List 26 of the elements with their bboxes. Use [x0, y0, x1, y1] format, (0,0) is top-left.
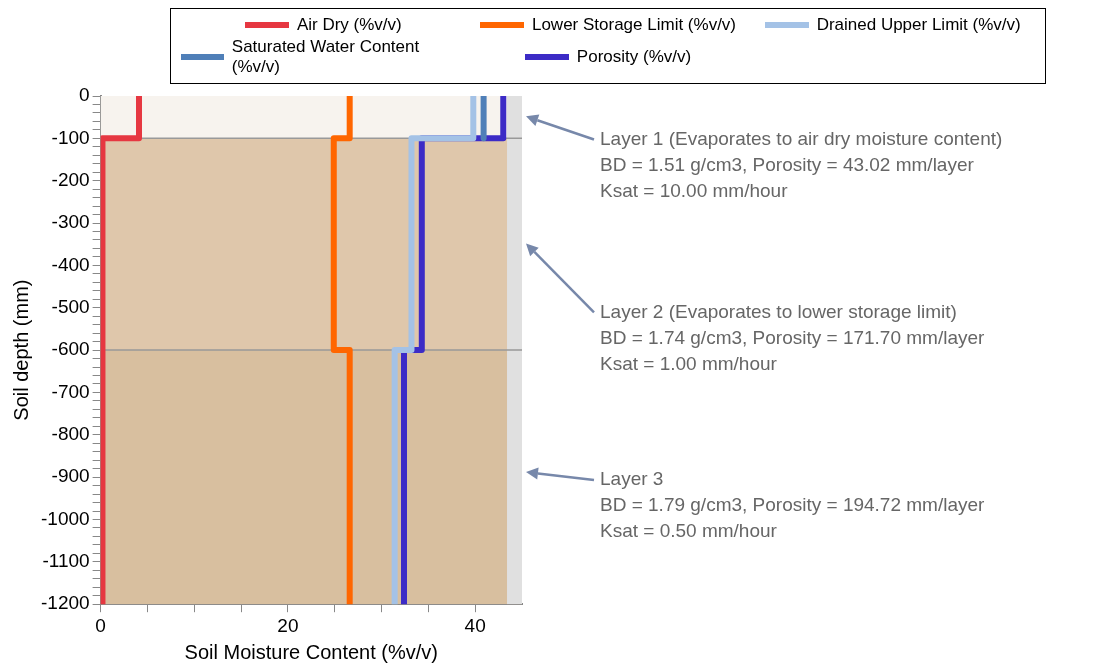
x-tick-label: 40	[464, 614, 486, 636]
text: Layer 2 (Evaporates to lower storage limit) BD = 1.74 g/cm3, Porosity = 171.70 mm/layer Ksat = 1.00 mm/hour	[600, 300, 986, 374]
y-tick-label: -1200	[40, 592, 90, 614]
y-tick-label: 0	[79, 84, 90, 106]
y-tick-label: -800	[51, 423, 90, 445]
x-tick-label: 20	[277, 614, 299, 636]
text: Layer 3 BD = 1.79 g/cm3, Porosity = 194.72 mm/layer Ksat = 0.50 mm/hour	[600, 468, 986, 542]
y-tick-label: -100	[51, 126, 90, 148]
y-tick-label: -1000	[40, 507, 90, 529]
y-tick-label: -700	[51, 380, 90, 402]
legend-label: Lower Storage Limit (%v/v)	[531, 15, 737, 35]
legend-label: Drained Upper Limit (%v/v)	[816, 15, 1021, 35]
y-tick-label: -300	[51, 211, 90, 233]
y-tick-label: -500	[51, 295, 90, 317]
text: Layer 1 (Evaporates to air dry moisture content) BD = 1.51 g/cm3, Porosity = 43.02 mm/layer Ksat = 10.00 mm/hour	[600, 127, 1003, 201]
legend-label: Porosity (%v/v)	[576, 47, 692, 67]
y-tick-label: -400	[51, 253, 90, 275]
y-tick-label: -900	[51, 465, 90, 487]
x-tick-label: 0	[95, 614, 106, 636]
x-axis-title: Soil Moisture Content (%v/v)	[184, 640, 439, 663]
legend-label: Saturated Water Content (%v/v)	[231, 37, 421, 77]
y-tick-label: -600	[51, 338, 90, 360]
y-tick-label: -1100	[42, 550, 90, 572]
legend-label: Air Dry (%v/v)	[296, 15, 402, 35]
y-tick-label: -200	[51, 168, 90, 190]
y-axis-title: Soil depth (mm)	[9, 279, 32, 421]
